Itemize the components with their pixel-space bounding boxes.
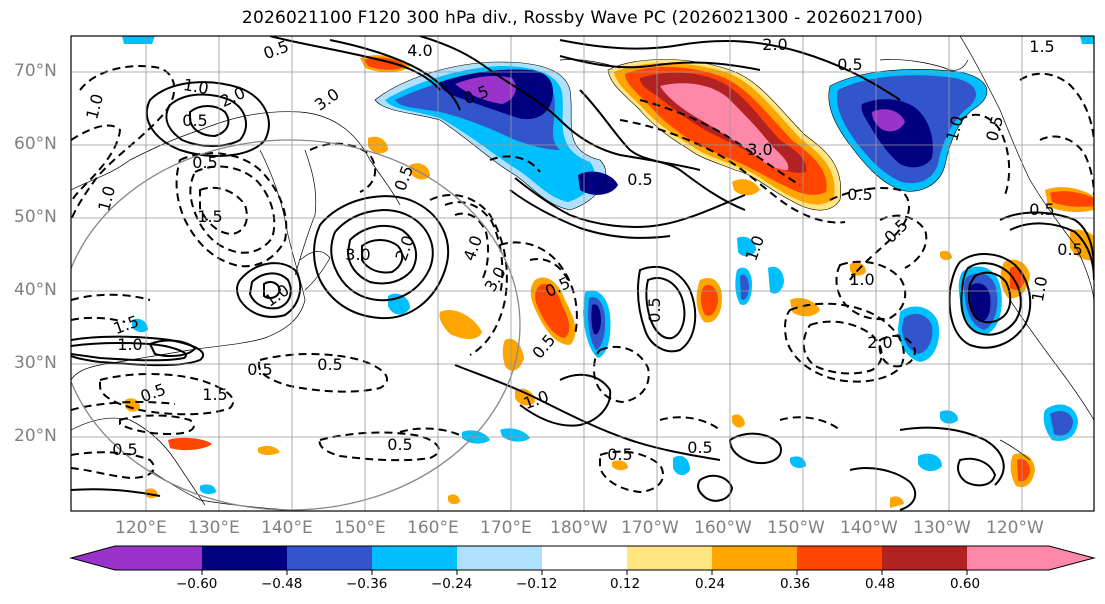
colorbar-swatch bbox=[882, 546, 967, 570]
colorbar-swatch bbox=[372, 546, 457, 570]
lat-label-20n: 20°N bbox=[14, 426, 57, 446]
lat-label-60n: 60°N bbox=[14, 134, 57, 154]
contour-label: 0.5 bbox=[1029, 200, 1054, 219]
contour-label: 0.5 bbox=[247, 360, 272, 379]
colorbar-tick-label: −0.60 bbox=[176, 576, 218, 592]
contour-label: 4.0 bbox=[407, 41, 432, 60]
contour-label: 1.0 bbox=[182, 75, 210, 98]
lat-label-40n: 40°N bbox=[14, 280, 57, 300]
contour-label: 0.5 bbox=[112, 440, 137, 459]
contour-label: 1.5 bbox=[197, 207, 222, 226]
colorbar-swatch bbox=[797, 546, 882, 570]
colorbar-swatch bbox=[287, 546, 372, 570]
gridlines bbox=[71, 36, 1094, 511]
contour-label: 1.0 bbox=[1028, 275, 1051, 303]
positive-contours bbox=[71, 36, 1094, 511]
colorbar-tick-label: 0.24 bbox=[695, 576, 726, 592]
contour-label: 0.5 bbox=[192, 153, 217, 172]
colorbar-tick-label: −0.12 bbox=[516, 576, 558, 592]
search-radius-circle bbox=[71, 139, 521, 511]
contour-label: 2.0 bbox=[762, 35, 787, 54]
contour-label: 0.5 bbox=[645, 297, 664, 322]
colorbar-swatch bbox=[542, 546, 627, 570]
lon-label-150e: 150°E bbox=[334, 518, 386, 538]
contour-label: 1.0 bbox=[117, 335, 142, 354]
contour-label: 0.5 bbox=[387, 435, 412, 454]
contour-label: 0.5 bbox=[627, 170, 652, 189]
negative-contours bbox=[71, 65, 1094, 494]
contour-label: 1.5 bbox=[202, 385, 227, 404]
lon-label-120e: 120°E bbox=[115, 518, 167, 538]
colorbar-tick-label: 0.12 bbox=[610, 576, 641, 592]
colorbar-tick-label: −0.48 bbox=[261, 576, 303, 592]
lon-label-130e: 130°E bbox=[188, 518, 240, 538]
colorbar-swatch bbox=[712, 546, 797, 570]
lon-label-120w: 120°W bbox=[986, 518, 1044, 538]
colorbar-swatch bbox=[457, 546, 542, 570]
contour-label: 2.0 bbox=[867, 333, 892, 352]
map-frame bbox=[70, 35, 1095, 512]
colorbar-tick-label: 0.60 bbox=[950, 576, 981, 592]
contour-label: 3.0 bbox=[747, 140, 772, 159]
contour-label: 0.5 bbox=[837, 55, 862, 74]
contour-label: 0.5 bbox=[607, 445, 632, 464]
colorbar bbox=[69, 545, 1096, 575]
contour-label: 0.5 bbox=[317, 355, 342, 374]
colorbar-swatch bbox=[202, 546, 287, 570]
colorbar-tick-label: −0.24 bbox=[431, 576, 473, 592]
contour-label: 0.5 bbox=[1057, 240, 1082, 259]
shading-layer bbox=[122, 36, 1094, 508]
lat-label-70n: 70°N bbox=[14, 61, 57, 81]
chart-title: 2026021100 F120 300 hPa div., Rossby Wav… bbox=[241, 8, 924, 28]
lat-label-30n: 30°N bbox=[14, 353, 57, 373]
lon-label-170w: 170°W bbox=[621, 518, 679, 538]
lon-label-160w: 160°W bbox=[694, 518, 752, 538]
lat-label-50n: 50°N bbox=[14, 207, 57, 227]
colorbar-swatch bbox=[71, 546, 202, 570]
colorbar-tick-label: 0.48 bbox=[865, 576, 896, 592]
contour-label: 1.5 bbox=[1029, 37, 1054, 56]
colorbar-swatch bbox=[627, 546, 712, 570]
colorbar-outline bbox=[69, 545, 1096, 571]
lon-label-140w: 140°W bbox=[840, 518, 898, 538]
lon-label-150w: 150°W bbox=[767, 518, 825, 538]
colorbar-swatch bbox=[967, 546, 1094, 570]
contour-label: 1.0 bbox=[849, 270, 874, 289]
contour-label: 0.5 bbox=[182, 111, 207, 130]
lon-label-170e: 170°E bbox=[480, 518, 532, 538]
lon-label-160e: 160°E bbox=[407, 518, 459, 538]
lon-label-140e: 140°E bbox=[261, 518, 313, 538]
contour-label: 0.5 bbox=[687, 438, 712, 457]
contour-label: 0.5 bbox=[847, 185, 872, 204]
colorbar-tick-label: −0.36 bbox=[346, 576, 388, 592]
lon-label-130w: 130°W bbox=[913, 518, 971, 538]
lon-label-180w: 180°W bbox=[550, 518, 608, 538]
contour-label: 3.0 bbox=[345, 245, 370, 264]
colorbar-tick-label: 0.36 bbox=[780, 576, 811, 592]
